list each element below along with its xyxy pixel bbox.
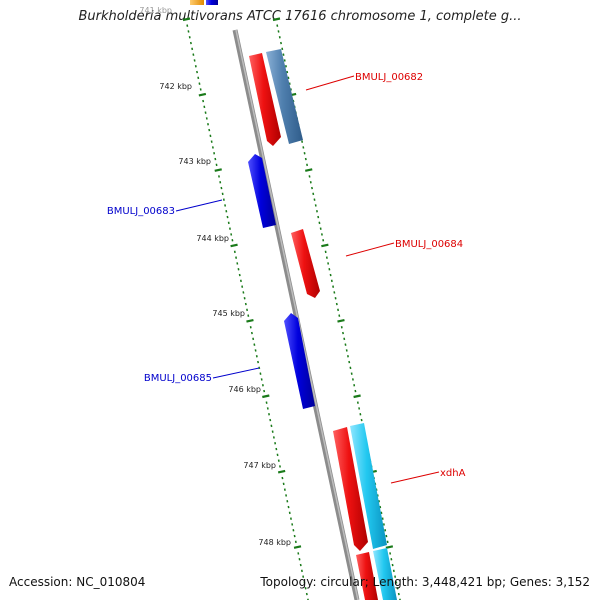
genome-summary-text: Topology: circular; Length: 3,448,421 bp… (260, 575, 590, 589)
accession-text: Accession: NC_010804 (9, 575, 146, 589)
major-tick-mark (198, 92, 207, 97)
cds-lower-cyan-arrow[interactable] (373, 548, 397, 600)
map-title: Burkholderia multivorans ATCC 17616 chro… (78, 9, 522, 24)
tick-label-742: 742 kbp (159, 82, 192, 91)
inner-tick-track (182, 17, 309, 600)
gene-label-bmulj-00684[interactable]: BMULJ_00684 (395, 239, 463, 250)
partial-gene-orange[interactable] (190, 0, 204, 5)
major-tick-mark (277, 469, 286, 474)
tick-label-746: 746 kbp (228, 385, 261, 394)
partial-gene-blue[interactable] (206, 0, 218, 5)
tick-label-741: 741 kbp (139, 6, 172, 15)
major-tick-mark (246, 319, 254, 323)
gene-bmulj-00684-arrow[interactable] (291, 229, 320, 298)
gene-bmulj-00682-arrow[interactable] (249, 53, 281, 146)
tick-label-744: 744 kbp (196, 234, 229, 243)
major-tick-mark (337, 319, 345, 323)
callout-line-bmulj-00685 (212, 367, 260, 379)
callout-line-xdha (390, 471, 440, 484)
tick-label-747: 747 kbp (243, 461, 276, 470)
tick-label-745: 745 kbp (212, 309, 245, 318)
gene-label-bmulj-00682[interactable]: BMULJ_00682 (355, 72, 423, 83)
major-tick-mark (293, 545, 302, 549)
major-tick-mark (230, 243, 238, 248)
major-tick-mark (385, 545, 394, 549)
major-tick-mark (272, 17, 281, 22)
gene-label-xdha[interactable]: xdhA (440, 468, 466, 479)
gene-bmulj-00685-arrow[interactable] (284, 313, 315, 409)
gene-label-bmulj-00685[interactable]: BMULJ_00685 (144, 373, 212, 384)
major-tick-mark (262, 394, 270, 399)
major-tick-mark (353, 394, 361, 399)
cds-steelblue-arrow[interactable] (266, 49, 303, 144)
major-tick-mark (214, 168, 222, 172)
gene-lower-red-arrow[interactable] (356, 552, 378, 600)
backbone-highlight (235, 29, 359, 600)
gene-bmulj-00683-arrow[interactable] (248, 154, 276, 228)
tick-label-748: 748 kbp (258, 538, 291, 547)
major-tick-mark (305, 168, 313, 172)
callout-line-bmulj-00684 (345, 242, 395, 257)
gene-label-bmulj-00683[interactable]: BMULJ_00683 (107, 206, 175, 217)
major-tick-mark (321, 243, 329, 248)
callout-line-bmulj-00683 (175, 199, 223, 212)
gene-xdha-arrow[interactable] (333, 427, 368, 551)
major-tick-mark (182, 17, 191, 22)
tick-label-743: 743 kbp (178, 157, 211, 166)
callout-line-bmulj-00682 (305, 75, 355, 91)
cds-cyan-arrow[interactable] (350, 423, 387, 549)
chromosome-backbone (232, 29, 360, 600)
